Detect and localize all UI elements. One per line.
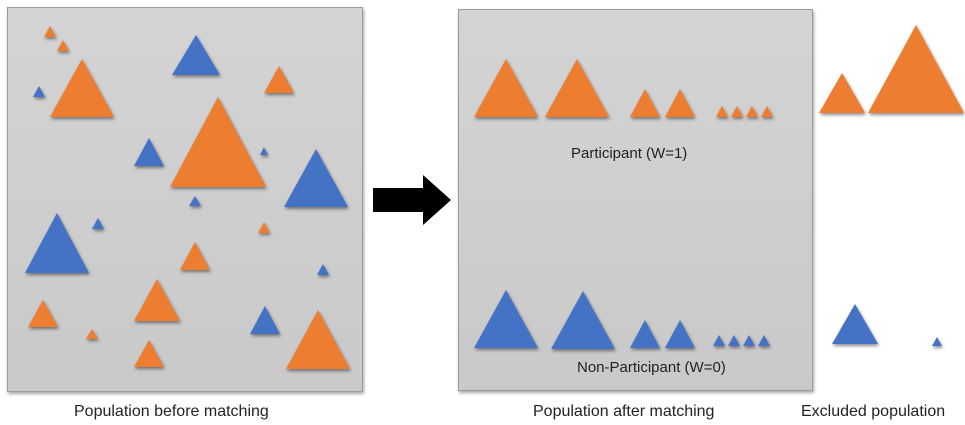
participant-label: Participant (W=1) <box>571 145 688 162</box>
non-participant-triangle-30 <box>474 290 538 348</box>
non-participant-triangle-33 <box>665 320 695 348</box>
non-participant-triangle-19 <box>250 306 280 334</box>
non-participant-triangle-10 <box>189 196 201 206</box>
caption-after-matching: Population after matching <box>533 403 715 420</box>
participant-triangle-6 <box>170 97 266 187</box>
non-participant-triangle-8 <box>260 147 268 155</box>
non-participant-triangle-36 <box>743 335 755 346</box>
participant-triangle-21 <box>134 340 164 367</box>
non-participant-triangle-15 <box>317 264 329 275</box>
participant-triangle-20 <box>286 310 350 369</box>
participant-triangle-16 <box>134 279 180 321</box>
non-participant-triangle-4 <box>33 86 45 97</box>
non-participant-triangle-32 <box>630 320 660 348</box>
participant-triangle-17 <box>28 300 58 327</box>
right-arrow-icon <box>373 175 451 225</box>
participant-triangle-25 <box>665 89 695 117</box>
participant-triangle-1 <box>57 40 69 51</box>
participant-triangle-14 <box>180 242 210 270</box>
non-participant-triangle-11 <box>92 218 104 229</box>
participant-triangle-23 <box>545 59 609 117</box>
participant-triangle-5 <box>264 66 294 93</box>
non-participant-triangle-13 <box>25 213 89 273</box>
non-participant-triangle-34 <box>713 335 725 346</box>
non-participant-triangle-9 <box>284 149 348 207</box>
participant-triangle-28 <box>746 106 758 117</box>
participant-triangle-0 <box>44 26 56 37</box>
non-participant-triangle-40 <box>832 304 878 344</box>
non-participant-label: Non-Participant (W=0) <box>577 359 726 376</box>
participant-triangle-27 <box>731 106 743 117</box>
caption-excluded-population: Excluded population <box>801 403 946 420</box>
participant-triangle-39 <box>868 25 964 113</box>
participant-triangle-12 <box>258 222 270 233</box>
non-participant-triangle-41 <box>932 337 942 346</box>
participant-triangle-26 <box>716 106 728 117</box>
non-participant-triangle-35 <box>728 335 740 346</box>
participant-triangle-24 <box>630 89 660 117</box>
participant-triangle-22 <box>474 59 538 117</box>
non-participant-triangle-7 <box>134 138 164 166</box>
non-participant-triangle-2 <box>172 35 220 75</box>
participant-triangle-18 <box>86 329 98 339</box>
caption-before-matching: Population before matching <box>74 403 269 420</box>
non-participant-triangle-31 <box>551 291 615 349</box>
non-participant-triangle-37 <box>758 335 770 346</box>
participant-triangle-29 <box>761 106 773 117</box>
participant-triangle-38 <box>819 73 865 113</box>
participant-triangle-3 <box>50 59 114 117</box>
